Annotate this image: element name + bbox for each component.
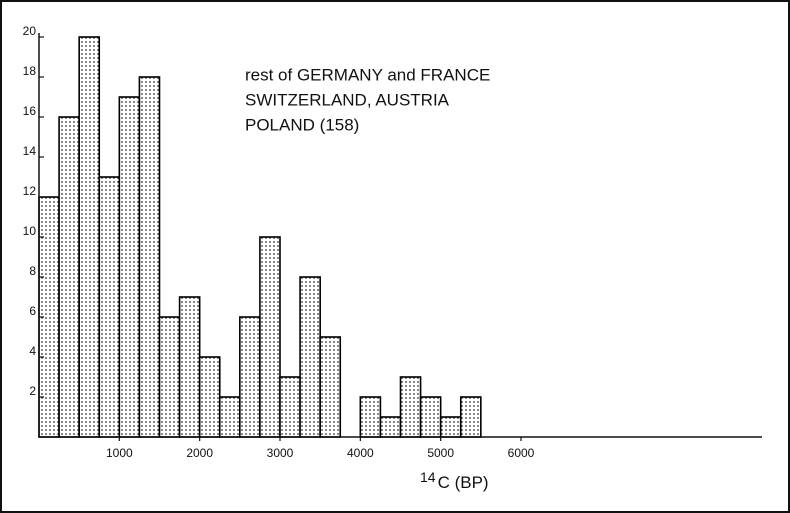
bar	[439, 416, 462, 438]
x-label-text: C (BP)	[438, 473, 489, 492]
y-tick-label: 20	[23, 24, 37, 38]
annotation-line: SWITZERLAND, AUSTRIA	[245, 90, 450, 109]
annotation-line: POLAND (158)	[245, 115, 359, 134]
bar	[359, 396, 382, 438]
annotation-line: rest of GERMANY and FRANCE	[245, 65, 490, 84]
x-tick-label: 1000	[106, 446, 133, 460]
bar	[259, 236, 281, 438]
y-tick-label: 10	[23, 224, 37, 238]
bar	[419, 396, 442, 438]
bar	[459, 396, 482, 438]
bar	[319, 336, 342, 438]
bar	[399, 376, 422, 438]
bar	[198, 356, 221, 438]
annotation: rest of GERMANY and FRANCE SWITZERLAND, A…	[245, 65, 490, 134]
y-tick-label: 2	[29, 384, 36, 398]
bar	[58, 116, 80, 438]
x-tick-label: 2000	[186, 446, 213, 460]
bar	[279, 376, 301, 438]
bar	[239, 316, 261, 438]
x-tick-label: 5000	[427, 446, 454, 460]
y-tick-label: 8	[29, 264, 36, 278]
bar	[178, 296, 201, 438]
x-tick-label: 3000	[267, 446, 294, 460]
bar	[158, 316, 181, 438]
x-axis-label: 14 C (BP)	[420, 469, 489, 493]
bar	[138, 76, 161, 438]
y-tick-label: 18	[23, 64, 37, 78]
x-label-sup: 14	[420, 469, 436, 485]
y-tick-label: 16	[23, 104, 37, 118]
bar	[98, 176, 121, 438]
y-tick-label: 4	[29, 344, 36, 358]
x-tick-label: 4000	[347, 446, 374, 460]
bar	[299, 276, 321, 438]
bar	[379, 416, 402, 438]
bar	[118, 96, 141, 438]
x-tick-label: 6000	[508, 446, 535, 460]
bar	[78, 36, 101, 438]
y-tick-label: 14	[23, 144, 37, 158]
y-tick-label: 12	[23, 184, 37, 198]
y-tick-label: 6	[29, 304, 36, 318]
bar	[218, 396, 241, 438]
